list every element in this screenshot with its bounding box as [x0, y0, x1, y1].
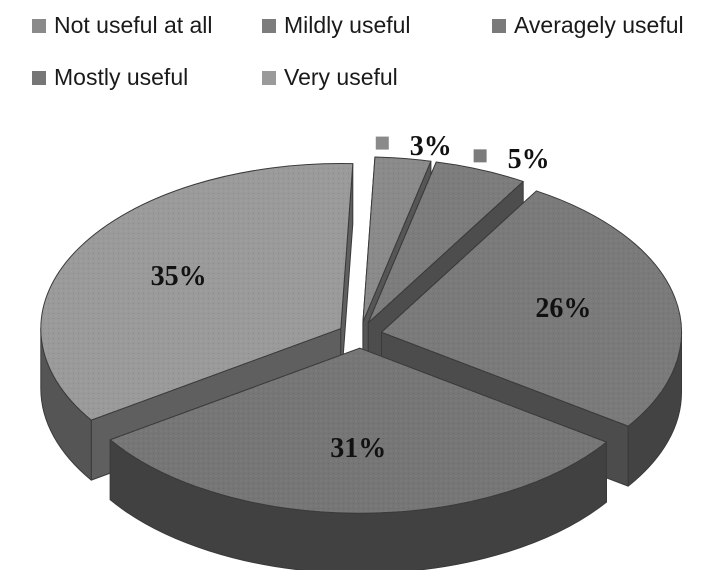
legend-label-mostly-useful: Mostly useful: [54, 64, 189, 90]
legend-item-mildly-useful: Mildly useful: [262, 12, 411, 39]
legend-item-averagely-useful: Averagely useful: [492, 12, 684, 39]
legend-item-very-useful: Very useful: [262, 64, 398, 91]
data-label-marker-mildly-useful: [473, 149, 487, 163]
legend-swatch-not-useful: [32, 18, 46, 33]
legend-label-very-useful: Very useful: [284, 64, 398, 90]
data-label-not-useful: 3%: [410, 131, 452, 162]
legend-swatch-mildly-useful: [262, 18, 276, 33]
legend-swatch-very-useful: [262, 70, 276, 85]
legend-item-not-useful: Not useful at all: [32, 12, 213, 39]
legend-label-mildly-useful: Mildly useful: [284, 12, 411, 38]
legend-label-not-useful: Not useful at all: [54, 12, 213, 38]
pie-slice-texture-mostly-useful: [110, 348, 607, 514]
pie-slice-texture-averagely-useful: [381, 190, 682, 427]
pie-slice-texture-mildly-useful: [368, 162, 524, 323]
pie-slices: [40, 156, 683, 570]
data-label-very-useful: 35%: [151, 261, 207, 292]
data-label-mildly-useful: 5%: [508, 144, 550, 175]
pie-slice-texture-very-useful: [40, 163, 353, 421]
legend-item-mostly-useful: Mostly useful: [32, 64, 188, 91]
data-label-averagely-useful: 26%: [535, 293, 591, 324]
data-label-marker-not-useful: [375, 136, 389, 150]
pie-data-labels: 3% 5% 26% 31% 35%: [151, 131, 592, 464]
legend-swatch-averagely-useful: [492, 18, 506, 33]
legend-swatch-mostly-useful: [32, 70, 46, 85]
pie-slice-texture-not-useful: [362, 157, 431, 322]
legend-label-averagely-useful: Averagely useful: [514, 12, 684, 38]
chart-legend: Not useful at all Mildly useful Averagel…: [0, 0, 715, 110]
data-label-mostly-useful: 31%: [330, 433, 386, 464]
